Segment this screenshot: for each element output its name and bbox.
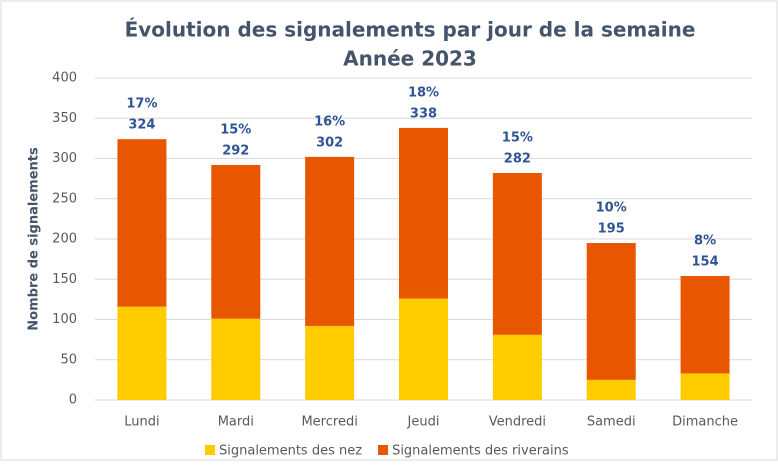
bar-segment bbox=[492, 172, 542, 335]
x-tick-label: Mardi bbox=[218, 415, 254, 430]
x-tick-label: Vendredi bbox=[489, 415, 546, 430]
y-tick-label: 300 bbox=[52, 151, 77, 166]
total-label: 195 bbox=[598, 222, 625, 237]
total-label: 324 bbox=[128, 118, 155, 133]
bar-segment bbox=[399, 127, 448, 299]
y-tick-label: 50 bbox=[60, 352, 77, 367]
total-label: 292 bbox=[222, 143, 249, 158]
percent-label: 16% bbox=[314, 114, 345, 129]
x-tick-label: Jeudi bbox=[407, 415, 440, 430]
bar-segment bbox=[211, 318, 261, 400]
bar-segment bbox=[305, 325, 355, 400]
legend-label: Signalements des riverains bbox=[392, 444, 569, 459]
x-tick-label: Samedi bbox=[587, 415, 636, 430]
percent-label: 15% bbox=[220, 122, 251, 137]
x-tick-label: Lundi bbox=[124, 415, 159, 430]
chart-title: Évolution des signalements par jour de l… bbox=[125, 18, 696, 42]
y-tick-label: 350 bbox=[52, 111, 77, 126]
bar-segment bbox=[680, 276, 730, 374]
y-tick-label: 150 bbox=[52, 272, 77, 287]
legend-swatch bbox=[378, 445, 389, 455]
y-tick-label: 250 bbox=[52, 191, 77, 206]
legend-swatch bbox=[205, 445, 215, 455]
bar-segment bbox=[117, 306, 167, 400]
total-label: 282 bbox=[504, 151, 531, 166]
bar-segment bbox=[492, 334, 542, 400]
bar-segment bbox=[586, 379, 636, 400]
x-tick-label: Dimanche bbox=[672, 415, 738, 430]
percent-label: 8% bbox=[694, 234, 716, 249]
percent-label: 15% bbox=[502, 130, 533, 145]
total-label: 302 bbox=[316, 135, 343, 150]
bar-segment bbox=[305, 156, 355, 326]
percent-label: 17% bbox=[126, 97, 157, 112]
total-label: 154 bbox=[692, 255, 719, 270]
y-tick-label: 400 bbox=[52, 71, 77, 86]
percent-label: 18% bbox=[408, 85, 439, 100]
x-tick-label: Mercredi bbox=[301, 415, 357, 430]
bar-segment bbox=[211, 164, 261, 319]
y-tick-label: 100 bbox=[52, 312, 77, 327]
y-axis-label: Nombre de signalements bbox=[27, 147, 42, 331]
legend-label: Signalements des nez bbox=[219, 444, 362, 459]
percent-label: 10% bbox=[596, 201, 627, 216]
bar-segment bbox=[399, 298, 448, 400]
bar-segment bbox=[117, 139, 167, 307]
bar-segment bbox=[680, 373, 730, 400]
y-tick-label: 200 bbox=[52, 232, 77, 247]
chart-subtitle: Année 2023 bbox=[343, 47, 477, 71]
y-tick-label: 0 bbox=[69, 393, 77, 408]
total-label: 338 bbox=[410, 106, 437, 121]
bar-segment bbox=[586, 243, 636, 380]
